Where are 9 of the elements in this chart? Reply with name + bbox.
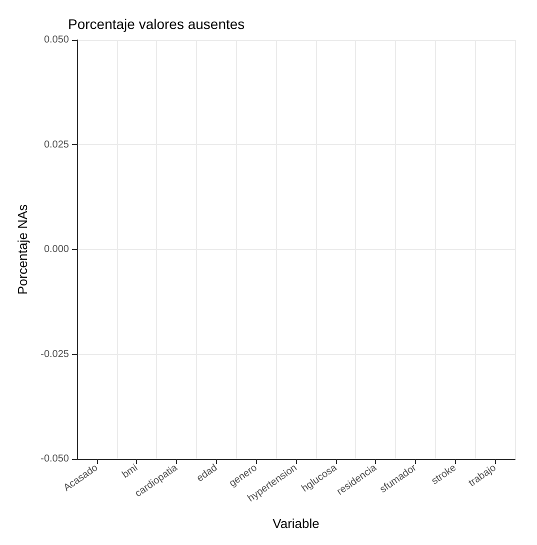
y-tick-label: 0.050 <box>44 34 70 46</box>
chart-title: Porcentaje valores ausentes <box>68 16 245 32</box>
x-axis-title: Variable <box>272 516 320 531</box>
y-tick-label: -0.050 <box>40 454 70 464</box>
x-tick-label: bmi <box>120 462 140 481</box>
y-tick-label: -0.025 <box>40 348 70 360</box>
y-tick-label: 0.025 <box>44 139 70 150</box>
y-axis-title: Porcentaje NAs <box>15 204 30 295</box>
y-tick-label: 0.000 <box>44 244 70 255</box>
